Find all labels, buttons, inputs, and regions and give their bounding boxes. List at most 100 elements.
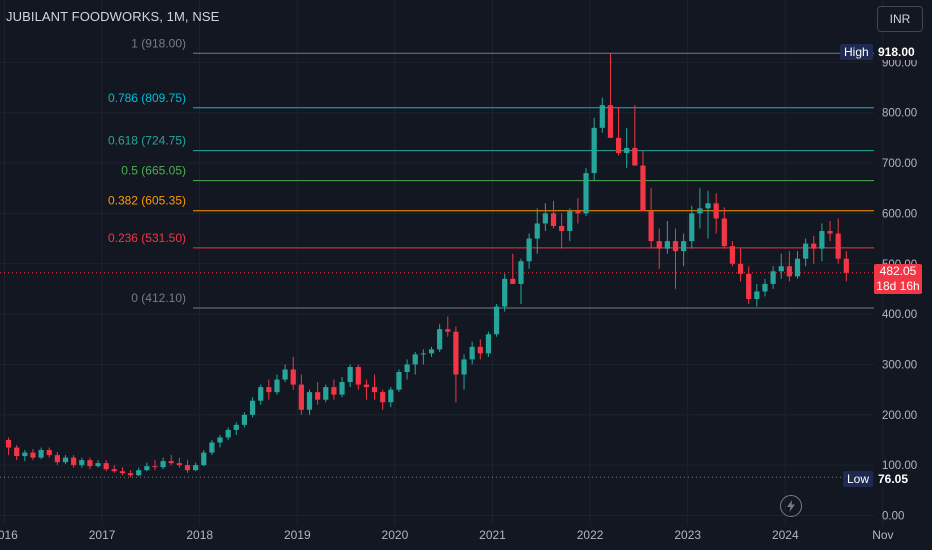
candle-body <box>672 241 679 252</box>
candle-body <box>510 278 516 284</box>
candle-body <box>477 346 483 354</box>
candle <box>632 105 638 166</box>
candle <box>550 200 557 229</box>
candle <box>412 351 418 375</box>
candle <box>315 382 321 405</box>
candle <box>786 251 792 282</box>
candle <box>510 253 516 284</box>
candle <box>575 198 581 224</box>
candle <box>607 53 614 138</box>
high-label: High <box>840 44 873 60</box>
candle-body <box>575 210 581 214</box>
chart-title: JUBILANT FOODWORKS, 1M, NSE <box>6 9 220 24</box>
candle <box>599 97 605 133</box>
candle-body <box>526 238 532 262</box>
last-price-tag: 482.05 18d 16h <box>874 264 922 294</box>
candle-body <box>648 210 654 242</box>
candle <box>778 253 784 279</box>
low-value-badge: 76.05 <box>874 471 913 487</box>
candle-body <box>599 105 605 128</box>
candle <box>502 273 508 312</box>
candle-body <box>412 354 418 365</box>
candle <box>420 349 426 365</box>
candle <box>144 462 150 472</box>
fib-label: 0.382 (605.35) <box>108 194 186 208</box>
candle-body <box>282 369 288 380</box>
candle <box>306 389 313 415</box>
candle <box>713 193 719 234</box>
candle <box>298 374 304 415</box>
candle-body <box>380 392 386 403</box>
candle <box>258 384 264 405</box>
candle-body <box>827 231 833 234</box>
candle-body <box>502 278 508 307</box>
candle-body <box>803 243 809 259</box>
candle-body <box>103 463 109 470</box>
x-tick-label: 2016 <box>0 528 18 542</box>
candle-body <box>534 223 540 239</box>
x-tick-label: 2021 <box>479 528 506 542</box>
candle <box>754 283 760 307</box>
grid <box>0 0 884 525</box>
candle-body <box>5 439 12 448</box>
candle-body <box>819 231 825 249</box>
candle-body <box>209 442 215 453</box>
candle-body <box>355 366 361 385</box>
candle <box>428 346 435 357</box>
candle <box>835 218 841 264</box>
fib-label: 0.786 (809.75) <box>108 91 186 105</box>
candle-body <box>266 387 272 393</box>
candle <box>803 238 809 267</box>
candle-body <box>274 379 280 393</box>
candle <box>87 457 93 470</box>
candle <box>615 107 622 156</box>
candle-body <box>95 463 101 467</box>
candle-body <box>624 147 630 153</box>
candle-body <box>705 203 711 209</box>
candle-body <box>290 369 296 385</box>
candle-body <box>493 306 500 335</box>
candle-body <box>136 470 142 476</box>
candle <box>770 266 776 289</box>
last-price: 482.05 <box>879 264 917 278</box>
candle-body <box>445 329 451 332</box>
candle <box>111 465 117 473</box>
candle-body <box>729 246 736 264</box>
candle-body <box>583 173 589 214</box>
candle-body <box>14 447 20 457</box>
candle <box>119 467 126 476</box>
candle <box>672 228 679 289</box>
candle <box>689 205 695 249</box>
y-tick-label: 400.00 <box>882 309 917 321</box>
candle <box>380 389 386 410</box>
axes: 0.00100.00200.00300.00400.00500.00600.00… <box>0 57 917 542</box>
x-tick-label: 2020 <box>382 528 409 542</box>
candle <box>347 364 353 388</box>
candle <box>54 452 60 466</box>
candle <box>290 356 296 390</box>
candle <box>30 449 36 461</box>
candle <box>136 467 142 477</box>
candle <box>22 450 28 462</box>
candle <box>591 117 597 181</box>
candle-body <box>664 241 670 249</box>
candle-body <box>217 437 223 443</box>
candle <box>721 207 727 249</box>
candle <box>819 223 825 262</box>
fib-label: 0.5 (665.05) <box>121 164 186 178</box>
candle <box>762 278 768 297</box>
candle <box>664 220 670 254</box>
candle-body <box>794 258 801 277</box>
candle <box>14 445 20 461</box>
candle-body <box>201 452 207 466</box>
candle <box>38 447 44 460</box>
candle-body <box>656 241 662 249</box>
candle-body <box>632 147 638 166</box>
candle-body <box>404 364 410 373</box>
candle <box>811 236 817 264</box>
candle <box>542 203 548 232</box>
x-tick-label: 2017 <box>89 528 116 542</box>
lightning-icon[interactable] <box>780 495 802 517</box>
currency-button[interactable]: INR <box>877 6 923 32</box>
